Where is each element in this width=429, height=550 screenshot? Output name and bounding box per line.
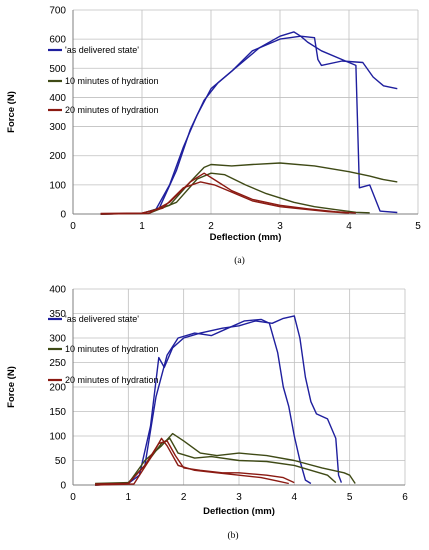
x-tick-label: 3 — [277, 221, 283, 232]
y-tick-label: 350 — [49, 309, 66, 320]
y-tick-label: 400 — [49, 93, 66, 104]
series-line-hydration-20-1 — [100, 181, 350, 215]
y-tick-label: 100 — [49, 432, 66, 443]
x-tick-label: 1 — [139, 221, 145, 232]
figure-caption: (a) — [234, 255, 245, 266]
series-line-as-delivered-1 — [100, 35, 398, 215]
legend-label-as-delivered: 'as delivered state' — [65, 314, 139, 324]
series-line-hydration-20-2 — [95, 437, 289, 486]
chart-b: 0 1 2 3 4 5 6 0 50 100 150 200 250 300 350 400 Deflectio… — [6, 285, 408, 542]
x-axis-title: Deflection (mm) — [210, 232, 282, 243]
legend-label-hydration-10: 10 minutes of hydration — [65, 344, 159, 354]
legend-label-hydration-10: 10 minutes of hydration — [65, 76, 159, 86]
x-tick-label: 4 — [346, 221, 352, 232]
x-tick-label: 4 — [292, 492, 298, 503]
legend-label-hydration-20: 20 minutes of hydration — [65, 375, 159, 385]
x-tick-label: 0 — [70, 221, 76, 232]
legend-label-hydration-20: 20 minutes of hydration — [65, 105, 159, 115]
y-tick-label: 0 — [60, 481, 66, 492]
y-tick-label: 300 — [49, 122, 66, 133]
figure-caption: (b) — [227, 530, 238, 541]
series-line-hydration-20-1 — [95, 440, 295, 485]
x-tick-label: 2 — [181, 492, 187, 503]
y-axis-title: Force (N) — [6, 366, 17, 408]
x-tick-label: 6 — [402, 492, 408, 503]
y-tick-label: 500 — [49, 64, 66, 75]
series-line-as-delivered-2 — [100, 31, 398, 215]
y-tick-label: 400 — [49, 285, 66, 296]
y-axis-title: Force (N) — [6, 91, 17, 133]
series-line-hydration-20-2 — [100, 172, 356, 215]
y-tick-label: 100 — [49, 180, 66, 191]
x-tick-label: 5 — [347, 492, 353, 503]
y-tick-label: 150 — [49, 407, 66, 418]
series-line-as-delivered-2 — [95, 318, 312, 486]
series-line-hydration-10-1 — [100, 162, 398, 215]
y-tick-label: 0 — [60, 210, 66, 221]
series-line-as-delivered-1 — [95, 315, 343, 486]
y-tick-label: 300 — [49, 334, 66, 345]
x-tick-label: 2 — [208, 221, 214, 232]
y-tick-label: 200 — [49, 151, 66, 162]
series-line-hydration-10-2 — [100, 172, 370, 215]
x-tick-label: 1 — [126, 492, 132, 503]
x-axis-title: Deflection (mm) — [203, 506, 275, 517]
x-tick-label: 5 — [415, 221, 421, 232]
x-tick-label: 0 — [70, 492, 76, 503]
y-tick-label: 50 — [55, 456, 67, 467]
y-tick-label: 600 — [49, 35, 66, 46]
y-tick-label: 700 — [49, 6, 66, 17]
chart-a: 0 1 2 3 4 5 0 100 200 300 400 500 600 700 Deflection (… — [6, 6, 421, 267]
y-tick-label: 200 — [49, 383, 66, 394]
y-tick-label: 250 — [49, 358, 66, 369]
legend-label-as-delivered: 'as delivered state' — [65, 45, 139, 55]
x-tick-label: 3 — [236, 492, 242, 503]
